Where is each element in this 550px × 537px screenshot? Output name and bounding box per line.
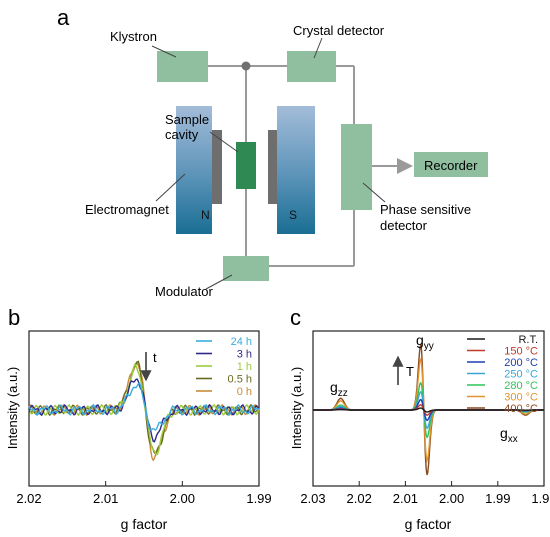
- magnet-right: [277, 106, 315, 234]
- phase-detector-label-1: Phase sensitive: [380, 202, 471, 217]
- phase-detector-pointer: [362, 182, 386, 203]
- panel-c-label: c: [290, 305, 301, 330]
- panel-c-plot-frame: [312, 330, 545, 487]
- panel-b-legend-label: 24 h: [231, 336, 252, 348]
- gyy-label: gyy: [416, 332, 434, 352]
- panel-b-legend-label: 0 h: [237, 386, 252, 398]
- phase-detector-box: [341, 124, 372, 210]
- magnet-left: [176, 106, 212, 234]
- sample-cavity-box: [236, 142, 256, 189]
- klystron-pointer: [151, 45, 177, 58]
- panel-a-label: a: [57, 5, 70, 30]
- panel-b-x-tick-label: 2.02: [16, 491, 41, 506]
- panel-b-ylabel: Intensity (a.u.): [5, 367, 20, 449]
- panel-c-series-line: [313, 407, 544, 413]
- panel-c-temp-label: T: [406, 364, 414, 379]
- modulator-label: Modulator: [155, 284, 213, 299]
- klystron-label: Klystron: [110, 29, 157, 44]
- pole-s-label: S: [289, 208, 297, 222]
- crystal-detector-pointer: [313, 37, 323, 59]
- panel-c-legend-label: 150 °C: [504, 346, 538, 358]
- klystron-box: [157, 51, 208, 82]
- panel-c-curves: [313, 342, 544, 476]
- panel-c-legend-label: 200 °C: [504, 357, 538, 369]
- panel-c-x-tick-label: 2.02: [347, 491, 372, 506]
- panel-b-curves: [28, 360, 260, 462]
- panel-c: c 2.03 2.02 2.01 2.00 1.99 1.98 R.T.150 °C200…: [289, 305, 550, 532]
- panel-b-x-tick-label: 2.00: [170, 491, 195, 506]
- modulator-pointer: [205, 274, 233, 290]
- panel-b-legend-label: 3 h: [237, 349, 252, 361]
- sample-cavity-label-2: cavity: [165, 127, 199, 142]
- gxx-label: gxx: [500, 425, 518, 445]
- panel-b-time-label: t: [153, 350, 157, 365]
- panel-c-legend-label: 300 °C: [504, 392, 538, 404]
- panel-c-legend-label: 280 °C: [504, 380, 538, 392]
- crystal-detector-box: [287, 51, 336, 82]
- panel-c-legend-label: R.T.: [518, 334, 538, 346]
- panel-b-xlabel: g factor: [121, 516, 168, 532]
- panel-a: a Klystron Crystal detector N S Sample c…: [57, 5, 488, 299]
- phase-detector-label-2: detector: [380, 218, 428, 233]
- recorder-label: Recorder: [424, 158, 478, 173]
- panel-b-legend-label: 0.5 h: [228, 374, 252, 386]
- pole-left: [212, 130, 222, 204]
- electromagnet-label: Electromagnet: [85, 202, 169, 217]
- panel-b-series-line: [28, 381, 260, 432]
- panel-c-x-tick-label: 2.03: [300, 491, 325, 506]
- panel-c-x-ticks: 2.03 2.02 2.01 2.00 1.99 1.98: [300, 481, 550, 506]
- sample-cavity-pointer: [209, 131, 239, 153]
- panel-b-legend: 24 h3 h1 h0.5 h0 h: [196, 336, 252, 398]
- panel-b-x-tick-label: 1.99: [246, 491, 271, 506]
- panel-b: b 2.02 2.01 2.00 1.99 24 h3 h1 h0.5 h0 h t …: [5, 305, 272, 532]
- sample-cavity-label-1: Sample: [165, 112, 209, 127]
- panel-b-legend-label: 1 h: [237, 361, 252, 373]
- recorder-box: [414, 152, 488, 177]
- panel-b-x-ticks: 2.02 2.01 2.00 1.99: [16, 481, 272, 506]
- panel-b-x-tick-label: 2.01: [93, 491, 118, 506]
- panel-c-x-tick-label: 1.99: [485, 491, 510, 506]
- pole-right: [268, 130, 277, 204]
- panel-c-x-tick-label: 2.00: [439, 491, 464, 506]
- panel-b-series-line: [28, 378, 260, 443]
- panel-c-x-tick-label: 1.98: [531, 491, 550, 506]
- panel-c-ylabel: Intensity (a.u.): [289, 367, 304, 449]
- crystal-detector-label: Crystal detector: [293, 23, 385, 38]
- electromagnet-pointer: [155, 173, 186, 202]
- panel-c-legend-label: 400 °C: [504, 403, 538, 415]
- gzz-label: gzz: [330, 379, 348, 399]
- panel-c-xlabel: g factor: [405, 516, 452, 532]
- panel-b-label: b: [8, 305, 20, 330]
- pole-n-label: N: [201, 208, 210, 222]
- panel-c-x-tick-label: 2.01: [393, 491, 418, 506]
- modulator-box: [223, 256, 269, 281]
- panel-c-legend-label: 250 °C: [504, 369, 538, 381]
- junction-dot: [241, 61, 251, 71]
